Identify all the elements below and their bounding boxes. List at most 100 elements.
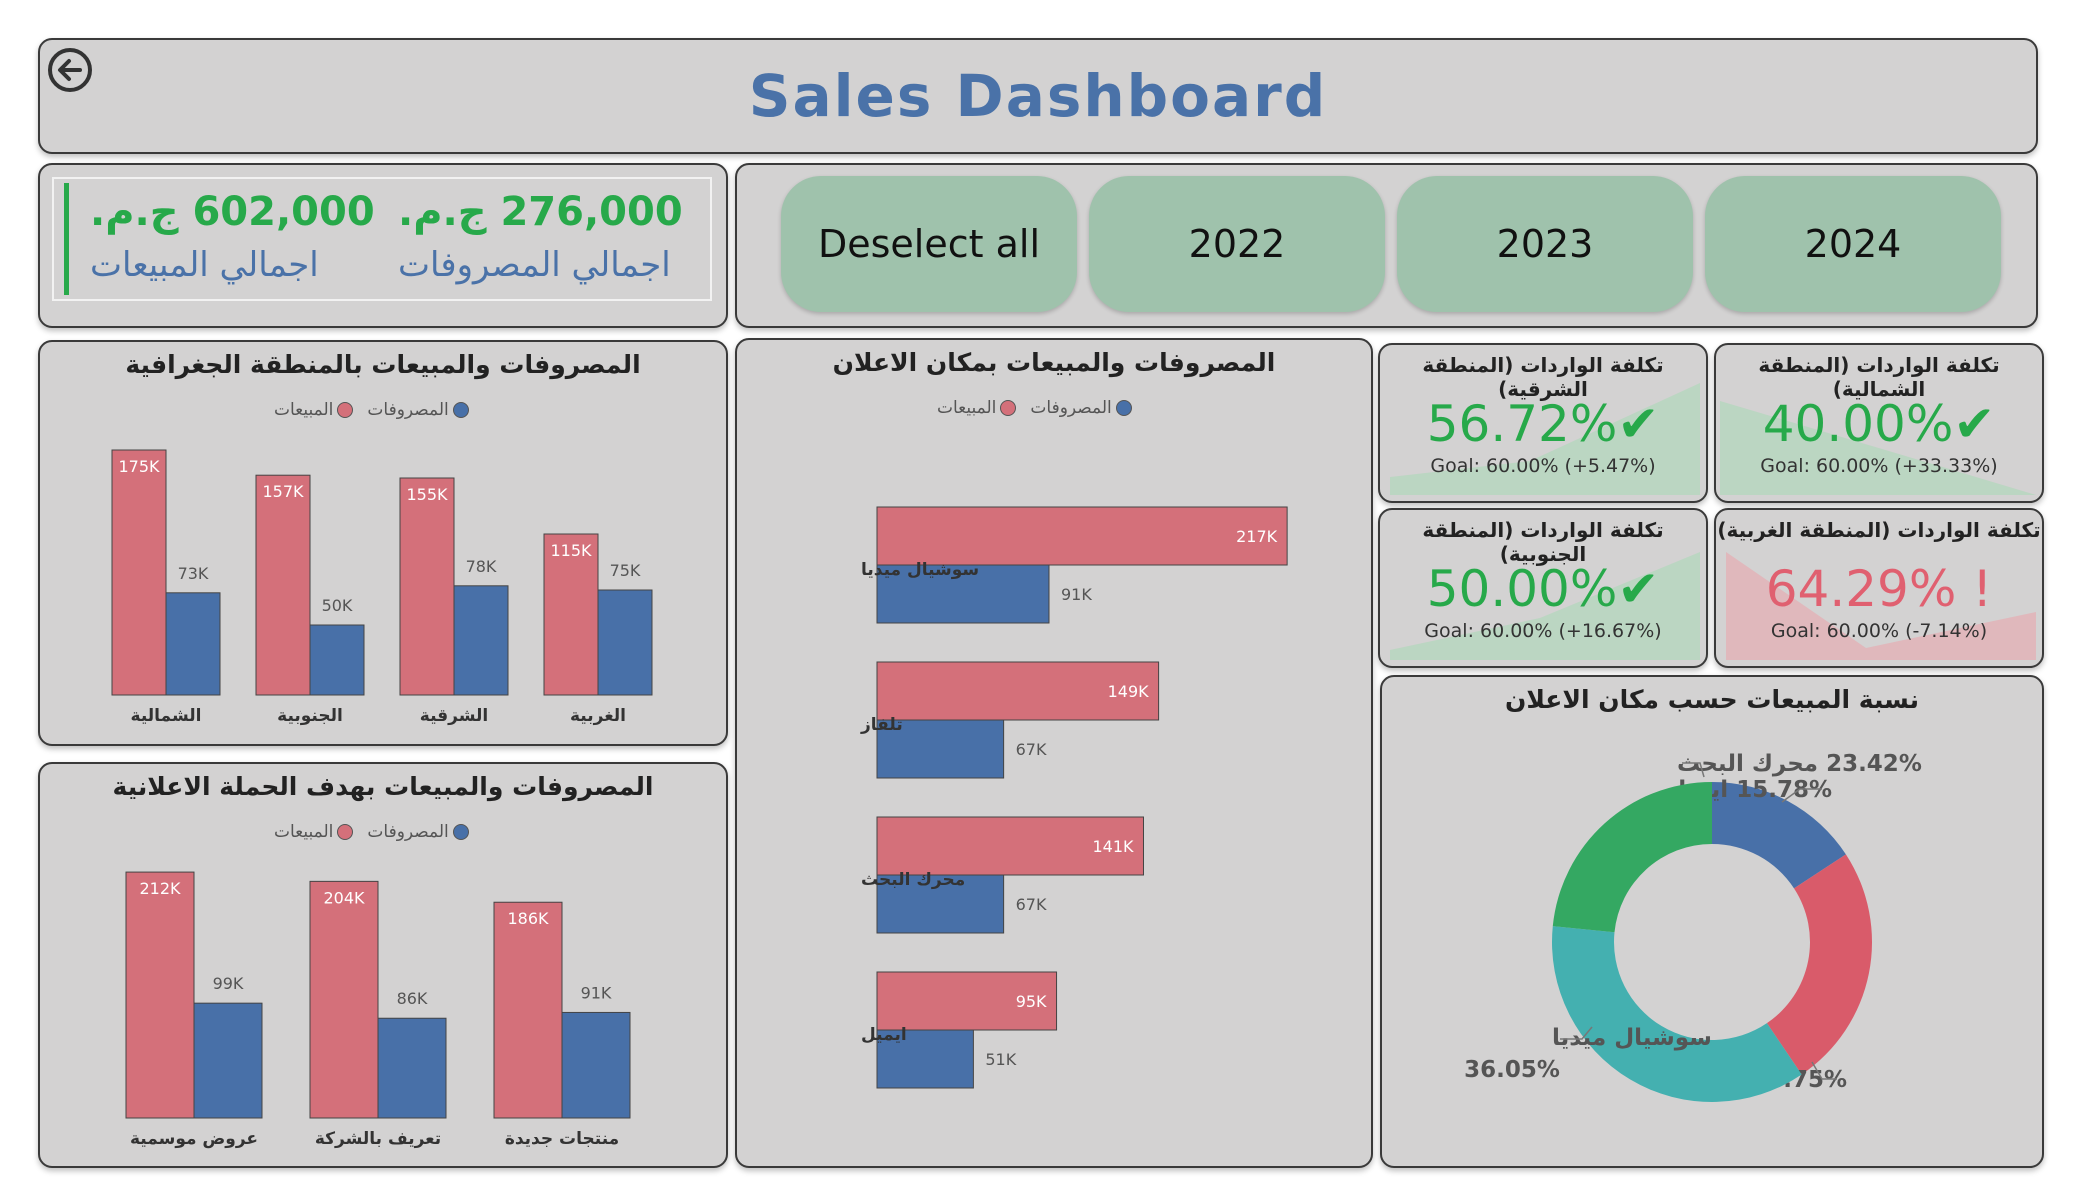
checkmark-icon: ✔: [1617, 395, 1660, 453]
category-label: الشرقية: [420, 706, 488, 726]
sales-data-label: 157K: [262, 482, 304, 501]
kpi-north-title: تكلفة الواردات (المنطقة الشمالية): [1758, 353, 2000, 401]
kpi-east-value: 56.72%✔: [1426, 395, 1660, 453]
expenses-total-value: 276,000 ج.م.: [398, 189, 683, 235]
category-label: ايميل: [861, 1025, 907, 1045]
category-label: منتجات جديدة: [505, 1129, 619, 1149]
category-label: الشمالية: [131, 706, 202, 726]
region-chart-panel: المصروفات والمبيعات بالمنطقة الجغرافية ا…: [38, 340, 728, 746]
sales-data-label: 149K: [1108, 682, 1150, 701]
kpi-north-value: 40.00%✔: [1762, 395, 1996, 453]
sales-legend-dot: [337, 402, 354, 418]
kpi-card-east: تكلفة الواردات (المنطقة الشرقية) 56.72%✔…: [1378, 343, 1708, 503]
expenses-data-label: 67K: [1016, 740, 1047, 759]
channel-chart-legend: المصروفات المبيعات: [937, 398, 1132, 418]
expenses-data-label: 51K: [985, 1050, 1016, 1069]
sales-bar: [876, 661, 1160, 721]
sales-bar: [125, 871, 195, 1119]
deselect-all-button[interactable]: Deselect all: [781, 176, 1077, 312]
kpi-west-goal: Goal: 60.00% (-7.14%): [1770, 620, 1988, 642]
expenses-data-label: 50K: [322, 596, 353, 615]
expenses-data-label: 73K: [178, 564, 209, 583]
leader-line: [1781, 788, 1822, 803]
year-2022-button[interactable]: 2022: [1089, 176, 1385, 312]
slice-percent: 36.05%: [1464, 1057, 1560, 1083]
legend-expenses: المصروفات: [367, 400, 469, 420]
category-label: عروض موسمية: [130, 1129, 258, 1149]
kpi-card-west: تكلفة الواردات (المنطقة الغربية) 64.29% …: [1714, 508, 2044, 668]
expenses-bar: [597, 589, 653, 696]
channel-chart-panel: المصروفات والمبيعات بمكان الاعلان المصرو…: [735, 338, 1373, 1168]
sales-data-label: 155K: [406, 485, 448, 504]
sales-bar: [493, 901, 563, 1119]
expenses-legend-dot: [452, 402, 469, 418]
kpi-south-goal: Goal: 60.00% (+16.67%): [1424, 620, 1662, 642]
expenses-legend-dot: [452, 824, 469, 840]
expenses-data-label: 99K: [213, 974, 244, 993]
category-label: محرك البحث: [861, 870, 965, 890]
donut-slice: [1552, 926, 1802, 1102]
expenses-bar: [876, 719, 1005, 779]
channel-bar-chart: 217K 91K سوشيال ميديا 149K 67K تلفاز 141K 67K مح…: [860, 506, 1288, 1089]
donut-chart-title: نسبة المبيعات حسب مكان الاعلان: [1504, 685, 1919, 714]
campaign-chart-panel: المصروفات والمبيعات بهدف الحملة الاعلاني…: [38, 762, 728, 1168]
kpi-west-value: 64.29% !: [1765, 560, 1993, 618]
donut-chart: 15.78% ايميل24.75% تلفازسوشيال ميديا36.0…: [1464, 751, 1922, 1102]
expenses-data-label: 78K: [466, 557, 497, 576]
slice-label: 23.42% محرك البحث: [1677, 751, 1922, 777]
expenses-bar: [377, 1017, 447, 1119]
sales-bar: [309, 880, 379, 1119]
page-title: Sales Dashboard: [748, 62, 1328, 130]
sales-bar: [876, 506, 1288, 566]
kpi-north-goal: Goal: 60.00% (+33.33%): [1760, 455, 1998, 477]
sales-data-label: 141K: [1092, 837, 1134, 856]
expenses-data-label: 75K: [610, 561, 641, 580]
slice-label: سوشيال ميديا: [1552, 1025, 1712, 1051]
donut-slice: [1552, 782, 1712, 933]
year-2024-button[interactable]: 2024: [1705, 176, 2001, 312]
expenses-bar: [453, 585, 509, 696]
kpi-north-trend-area: [1720, 401, 2036, 495]
sales-bar: [399, 477, 455, 696]
sales-data-label: 95K: [1016, 992, 1047, 1011]
sales-bar: [111, 449, 167, 696]
kpi-card-south: تكلفة الواردات (المنطقة الجنوبية) 50.00%…: [1378, 508, 1708, 668]
expenses-bar: [876, 874, 1005, 934]
sales-legend-dot: [337, 824, 354, 840]
sales-total-value: 602,000 ج.م.: [90, 189, 375, 235]
kpi-east-goal: Goal: 60.00% (+5.47%): [1430, 455, 1656, 477]
kpi-south-trend-area: [1390, 552, 1700, 660]
kpi-east-title: تكلفة الواردات (المنطقة الشرقية): [1422, 353, 1664, 401]
category-label: سوشيال ميديا: [861, 560, 979, 580]
sales-legend-dot: [1000, 400, 1017, 416]
expenses-total-label: اجمالي المصروفات: [398, 245, 671, 285]
expenses-data-label: 86K: [397, 989, 428, 1008]
year-2023-button[interactable]: 2023: [1397, 176, 1693, 312]
channel-chart-title: المصروفات والمبيعات بمكان الاعلان: [832, 348, 1276, 377]
sales-data-label: 186K: [507, 909, 549, 928]
legend-expenses: المصروفات: [367, 822, 469, 842]
region-bar-chart: 175K 73K الشمالية 157K 50K الجنوبية 155K 78K الش…: [111, 449, 653, 726]
header-panel: Sales Dashboard: [38, 38, 2038, 154]
category-label: الجنوبية: [277, 706, 343, 726]
sales-bar: [255, 474, 311, 696]
campaign-chart-title: المصروفات والمبيعات بهدف الحملة الاعلاني…: [112, 772, 654, 801]
leader-line: [1560, 1026, 1593, 1040]
expenses-data-label: 91K: [1061, 585, 1092, 604]
sales-total-label: اجمالي المبيعات: [90, 245, 319, 285]
sales-data-label: 217K: [1236, 527, 1278, 546]
sales-data-label: 204K: [323, 888, 365, 907]
expenses-legend-dot: [1115, 400, 1132, 416]
sales-data-label: 175K: [118, 457, 160, 476]
category-label: الغربية: [570, 706, 626, 726]
legend-expenses: المصروفات: [1030, 398, 1132, 418]
sales-data-label: 115K: [550, 541, 592, 560]
totals-inner: 602,000 ج.م. اجمالي المبيعات 276,000 ج.م…: [52, 177, 712, 301]
kpi-east-trend-area: [1390, 383, 1700, 495]
kpi-card-north: تكلفة الواردات (المنطقة الشمالية) 40.00%…: [1714, 343, 2044, 503]
sales-data-label: 212K: [139, 879, 181, 898]
back-arrow-icon[interactable]: [46, 46, 94, 94]
legend-sales: المبيعات: [274, 822, 354, 842]
legend-sales: المبيعات: [274, 400, 354, 420]
expenses-bar: [876, 564, 1050, 624]
